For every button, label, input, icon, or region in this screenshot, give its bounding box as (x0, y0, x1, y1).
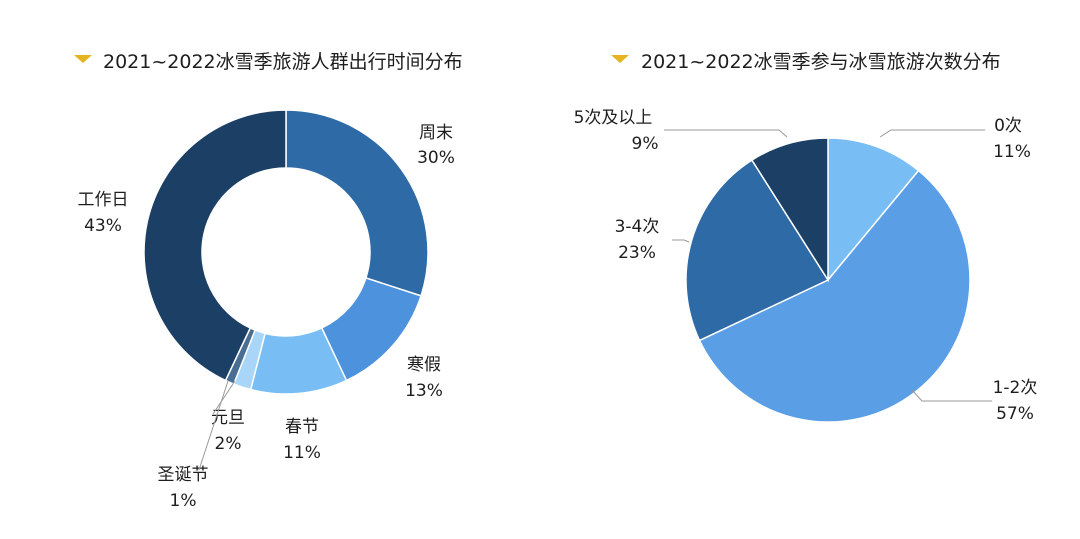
pie-leader-lines (664, 129, 992, 402)
title-marker-icon (611, 55, 629, 63)
leader-line-zero (879, 129, 985, 138)
pie-slice-three-four (685, 159, 830, 342)
leader-line-five-plus (664, 129, 788, 138)
donut-chart (143, 109, 429, 395)
pie-chart-title: 2021~2022冰雪季参与冰雪旅游次数分布 (641, 51, 1001, 73)
slice-value-five-plus: 9% (632, 134, 659, 154)
pie-chart-labels: 0次 11% 1-2次 57% 3-4次 23% 5次及以上 9% (574, 108, 1038, 424)
donut-chart-labels: 周末 30% 寒假 13% 春节 11% 元旦 2% 圣诞节 1% 工作日 43… (78, 123, 455, 511)
slice-value-weekend: 30% (417, 148, 455, 168)
slice-value-zero: 11% (993, 142, 1031, 162)
donut-slice-workday (143, 109, 287, 382)
slice-label-zero: 0次 (994, 116, 1022, 136)
slice-label-spring-festival: 春节 (285, 417, 319, 437)
donut-slice-weekend (285, 109, 429, 297)
pie-slice-five-plus (750, 137, 829, 283)
donut-chart-title: 2021~2022冰雪季旅游人群出行时间分布 (103, 51, 463, 73)
slice-value-three-four: 23% (618, 243, 656, 263)
slice-label-new-year: 元旦 (211, 408, 245, 428)
leader-line-christmas (198, 380, 229, 471)
pie-slice-one-two (698, 169, 971, 423)
slice-label-five-plus: 5次及以上 (574, 108, 653, 128)
title-marker-icon (74, 55, 92, 63)
pie-slice-zero (827, 137, 920, 283)
slice-value-workday: 43% (84, 216, 122, 236)
slice-value-winter-break: 13% (405, 381, 443, 401)
slice-label-three-four: 3-4次 (615, 217, 660, 237)
pie-chart-title-group: 2021~2022冰雪季参与冰雪旅游次数分布 (611, 51, 1001, 73)
leader-line-new-year (212, 380, 236, 415)
slice-label-one-two: 1-2次 (993, 378, 1038, 398)
leader-line-one-two (911, 389, 992, 402)
slice-value-new-year: 2% (215, 434, 242, 454)
slice-label-winter-break: 寒假 (407, 355, 441, 375)
slice-label-weekend: 周末 (419, 123, 453, 143)
donut-leader-lines (198, 380, 236, 471)
leader-line-three-four (672, 239, 690, 243)
slice-value-one-two: 57% (996, 404, 1034, 424)
slice-label-workday: 工作日 (78, 190, 129, 210)
donut-chart-title-group: 2021~2022冰雪季旅游人群出行时间分布 (74, 51, 463, 73)
slice-value-spring-festival: 11% (283, 443, 321, 463)
slice-value-christmas: 1% (170, 491, 197, 511)
slice-label-christmas: 圣诞节 (158, 465, 209, 485)
pie-chart (685, 137, 971, 423)
